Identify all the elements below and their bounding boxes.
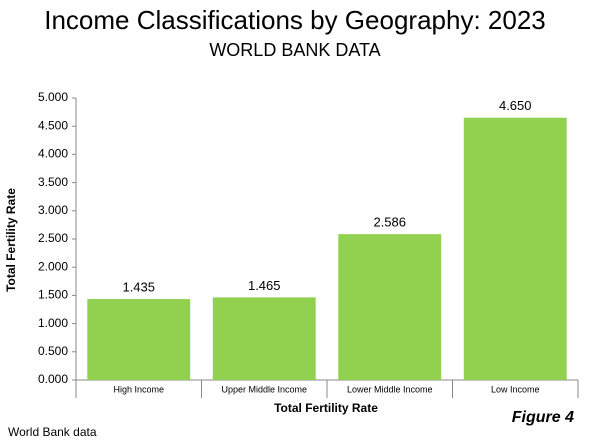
y-axis-label: Total Fertility Rate (4, 188, 18, 292)
x-axis-label: Total Fertility Rate (274, 401, 378, 415)
data-label: 2.586 (373, 215, 406, 230)
x-tick-label: High Income (113, 384, 164, 394)
chart-title: Income Classifications by Geography: 202… (44, 5, 546, 35)
y-tick-label: 0.500 (38, 344, 68, 358)
y-tick-label: 1.000 (38, 316, 68, 330)
bar (212, 297, 316, 380)
y-tick-label: 4.500 (38, 118, 68, 132)
y-tick-label: 5.000 (38, 90, 68, 104)
chart-subtitle: WORLD BANK DATA (209, 40, 380, 60)
bar (463, 117, 567, 381)
y-tick-label: 1.500 (38, 288, 68, 302)
data-label: 1.435 (122, 280, 155, 295)
y-tick-label: 2.000 (38, 259, 68, 273)
x-tick-label: Upper Middle Income (221, 384, 307, 394)
figure-label: Figure 4 (512, 409, 574, 426)
x-tick-label: Low Income (491, 384, 540, 394)
y-tick-label: 0.000 (38, 372, 68, 386)
data-label: 4.650 (499, 98, 532, 113)
data-label: 1.465 (248, 278, 281, 293)
y-tick-label: 4.000 (38, 147, 68, 161)
bar (87, 299, 191, 380)
source-note: World Bank data (8, 425, 97, 439)
y-tick-label: 3.000 (38, 203, 68, 217)
bar (338, 234, 442, 380)
y-tick-label: 2.500 (38, 231, 68, 245)
x-tick-label: Lower Middle Income (347, 384, 433, 394)
y-tick-label: 3.500 (38, 175, 68, 189)
